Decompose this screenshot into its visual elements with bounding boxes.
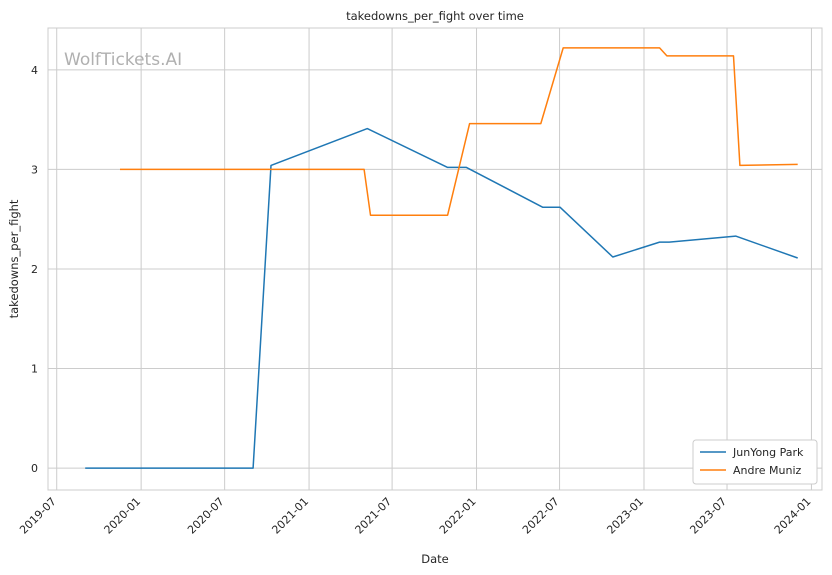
series-line-1 <box>120 47 798 216</box>
y-tick-label: 4 <box>31 64 38 77</box>
x-tick-label: 2019-07 <box>17 495 59 537</box>
y-tick-label: 3 <box>31 163 38 176</box>
legend-box <box>692 439 818 485</box>
x-tick-label: 2022-07 <box>520 495 562 537</box>
x-tick-label: 2024-01 <box>772 495 814 537</box>
y-tick-labels: 0 1 2 3 4 <box>31 64 38 475</box>
x-tick-label: 2021-01 <box>269 495 311 537</box>
x-tick-label: 2020-07 <box>185 495 227 537</box>
x-tick-label: 2022-01 <box>437 495 479 537</box>
x-tick-label: 2023-07 <box>687 495 729 537</box>
plot-area <box>47 27 823 491</box>
gridlines <box>48 28 822 490</box>
watermark: WolfTickets.AI <box>64 50 182 70</box>
chart-title: takedowns_per_fight over time <box>346 9 524 23</box>
x-axis-title: Date <box>421 552 449 566</box>
y-tick-label: 0 <box>31 462 38 475</box>
y-tick-label: 1 <box>31 363 38 376</box>
series-line-0 <box>85 127 798 469</box>
y-tick-label: 2 <box>31 263 38 276</box>
x-tick-label: 2020-01 <box>102 495 144 537</box>
legend-label: JunYong Park <box>732 446 804 459</box>
legend-label: Andre Muniz <box>733 464 802 477</box>
x-tick-label: 2023-01 <box>604 495 646 537</box>
y-axis-title: takedowns_per_fight <box>7 199 21 318</box>
x-tick-label: 2021-07 <box>353 495 395 537</box>
legend: JunYong Park Andre Muniz <box>692 439 818 485</box>
x-tick-labels: 2019-07 2020-01 2020-07 2021-01 2021-07 2022-… <box>17 495 813 537</box>
series-lines <box>85 47 798 469</box>
